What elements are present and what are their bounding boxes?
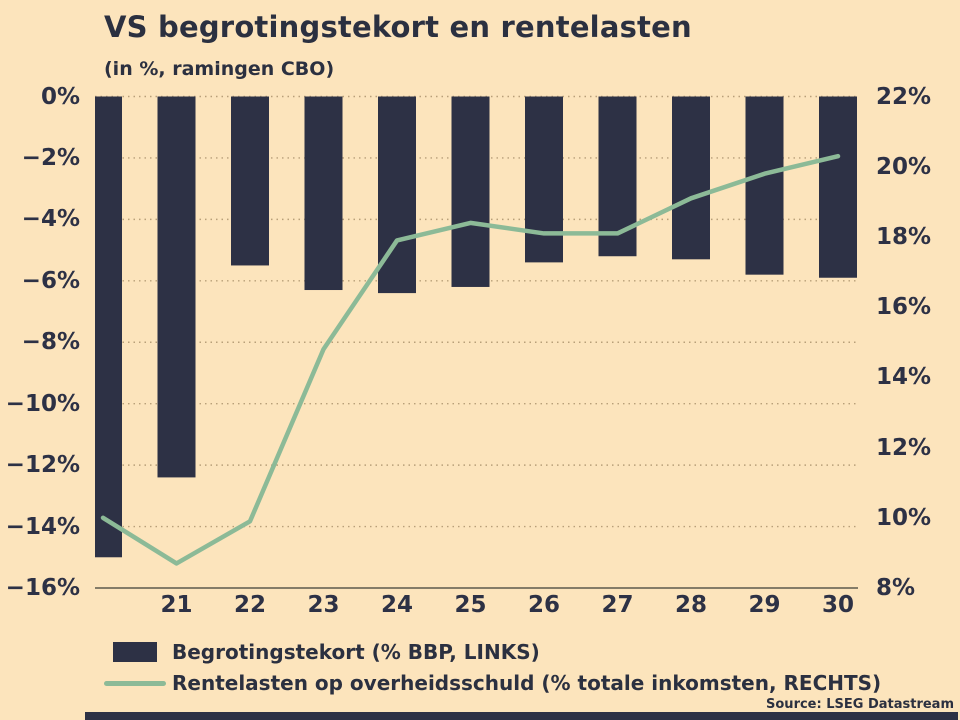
x-axis-label: 28	[674, 592, 707, 618]
deficit-bar	[231, 96, 269, 266]
interest-line-swatch	[104, 680, 166, 686]
page-title: VS begrotingstekort en rentelasten	[104, 10, 692, 44]
y-axis-label-right: 20%	[876, 153, 932, 180]
deficit-bar	[95, 96, 122, 558]
x-axis-label: 21	[160, 592, 193, 618]
y-axis-label-left: −2%	[21, 144, 80, 171]
footer-rule	[85, 712, 958, 720]
legend-label-deficit: Begrotingstekort (% BBP, LINKS)	[172, 640, 540, 664]
y-axis-label-left: −10%	[5, 390, 80, 417]
y-axis-label-left: −6%	[21, 267, 80, 294]
y-axis-label-left: −12%	[5, 452, 80, 479]
deficit-bar	[672, 96, 710, 260]
x-axis-label: 25	[454, 592, 487, 618]
y-axis-label-right: 16%	[876, 294, 932, 321]
interest-line	[100, 153, 841, 566]
y-axis-label-right: 18%	[876, 223, 932, 250]
y-axis-label-right: 22%	[876, 83, 932, 110]
x-axis-label: 22	[233, 592, 266, 618]
deficit-bar	[451, 96, 490, 287]
legend-label-interest: Rentelasten op overheidsschuld (% totale…	[172, 671, 882, 695]
deficit-swatch	[113, 642, 157, 662]
y-axis-label-left: 0%	[40, 83, 80, 110]
chart-subtitle: (in %, ramingen CBO)	[104, 58, 335, 80]
legend: Begrotingstekort (% BBP, LINKS) Rentelas…	[98, 640, 881, 702]
x-axis-label: 30	[821, 592, 854, 618]
y-axis-label-left: −4%	[21, 206, 80, 233]
x-axis-label: 23	[307, 592, 340, 618]
x-axis-label: 27	[601, 592, 634, 618]
y-axis-label-left: −8%	[21, 329, 80, 356]
x-axis-label: 29	[748, 592, 781, 618]
legend-item-interest: Rentelasten op overheidsschuld (% totale…	[98, 671, 881, 695]
deficit-bar	[525, 96, 563, 263]
y-axis-label-right: 8%	[876, 575, 916, 601]
y-axis-label-right: 10%	[876, 504, 932, 531]
y-axis-label-left: −16%	[5, 575, 80, 601]
x-axis-label: 26	[527, 592, 560, 618]
y-axis-label-right: 14%	[876, 364, 932, 391]
deficit-bar	[745, 96, 784, 275]
y-axis-label-left: −14%	[5, 513, 80, 540]
source-credit: Source: LSEG Datastream	[766, 697, 954, 712]
y-axis-label-right: 12%	[876, 434, 932, 461]
legend-item-deficit: Begrotingstekort (% BBP, LINKS)	[98, 640, 881, 664]
x-axis-label: 24	[380, 592, 413, 618]
deficit-bar	[819, 96, 857, 278]
deficit-bar	[304, 96, 343, 291]
deficit-bar	[157, 96, 196, 478]
